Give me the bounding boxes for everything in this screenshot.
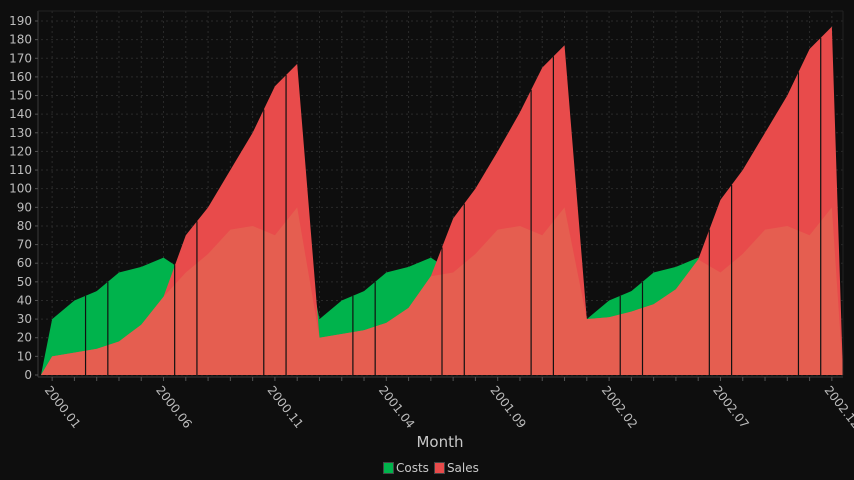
x-tick-label: 2002.07 <box>710 383 752 430</box>
y-tick-label: 130 <box>9 126 32 140</box>
x-tick-label: 2000.06 <box>153 383 195 430</box>
y-tick-label: 50 <box>17 275 32 289</box>
y-tick-label: 160 <box>9 70 32 84</box>
legend-label-sales: Sales <box>446 461 479 475</box>
y-tick-label: 80 <box>17 219 32 233</box>
x-tick-label: 2000.11 <box>265 383 307 430</box>
y-tick-label: 30 <box>17 312 32 326</box>
y-tick-label: 60 <box>17 256 32 270</box>
y-tick-label: 180 <box>9 33 32 47</box>
x-axis-title: Month <box>416 433 464 451</box>
y-tick-label: 190 <box>9 14 32 28</box>
x-tick-label: 2000.01 <box>42 383 84 430</box>
y-tick-label: 70 <box>17 238 32 252</box>
legend-swatch-costs <box>383 462 394 474</box>
y-tick-label: 170 <box>9 51 32 65</box>
legend-item-costs[interactable]: Costs <box>383 461 429 475</box>
x-tick-label: 2002.02 <box>599 383 641 430</box>
y-tick-label: 140 <box>9 107 32 121</box>
separator-lines <box>84 37 822 375</box>
axes <box>37 10 844 378</box>
legend-label-costs: Costs <box>396 461 429 475</box>
y-axis-ticks: 0 10 20 30 40 50 60 70 80 90 100 110 120 130 140 150 160… <box>9 14 38 382</box>
y-tick-label: 90 <box>17 200 32 214</box>
x-tick-label: 2001.09 <box>487 383 529 430</box>
x-axis-ticks: 2000.01 2000.06 2000.11 2001.04 2001.09 2002.… <box>42 377 854 430</box>
y-tick-label: 120 <box>9 144 32 158</box>
legend-item-sales[interactable]: Sales <box>433 461 479 475</box>
y-tick-label: 110 <box>9 163 32 177</box>
x-tick-label: 2001.04 <box>376 383 418 430</box>
legend: Costs Sales <box>383 461 479 475</box>
legend-swatch-sales <box>433 462 445 474</box>
y-tick-label: 0 <box>24 368 32 382</box>
y-tick-label: 100 <box>9 182 32 196</box>
area-chart: 0 10 20 30 40 50 60 70 80 90 100 110 120 130 140 150 160… <box>9 10 854 430</box>
x-tick-label: 2002.12 <box>821 383 854 430</box>
y-tick-label: 20 <box>17 331 32 345</box>
y-tick-label: 10 <box>17 349 32 363</box>
y-tick-label: 40 <box>17 293 32 307</box>
y-tick-label: 150 <box>9 89 32 103</box>
